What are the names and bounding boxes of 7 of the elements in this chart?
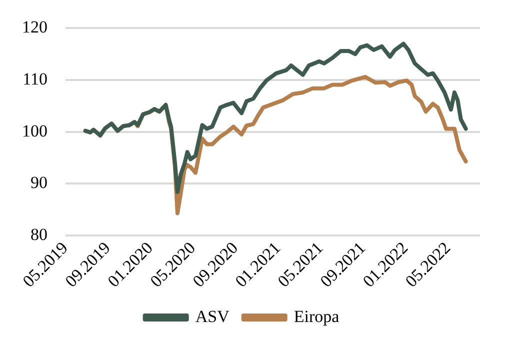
legend-label: Eiropa	[294, 306, 340, 326]
y-tick-label: 80	[30, 224, 48, 244]
y-tick-label: 110	[22, 69, 48, 88]
y-tick-label: 120	[22, 18, 48, 37]
y-tick-label: 100	[22, 121, 48, 140]
legend-label: ASV	[195, 306, 230, 326]
y-tick-label: 90	[30, 173, 48, 192]
